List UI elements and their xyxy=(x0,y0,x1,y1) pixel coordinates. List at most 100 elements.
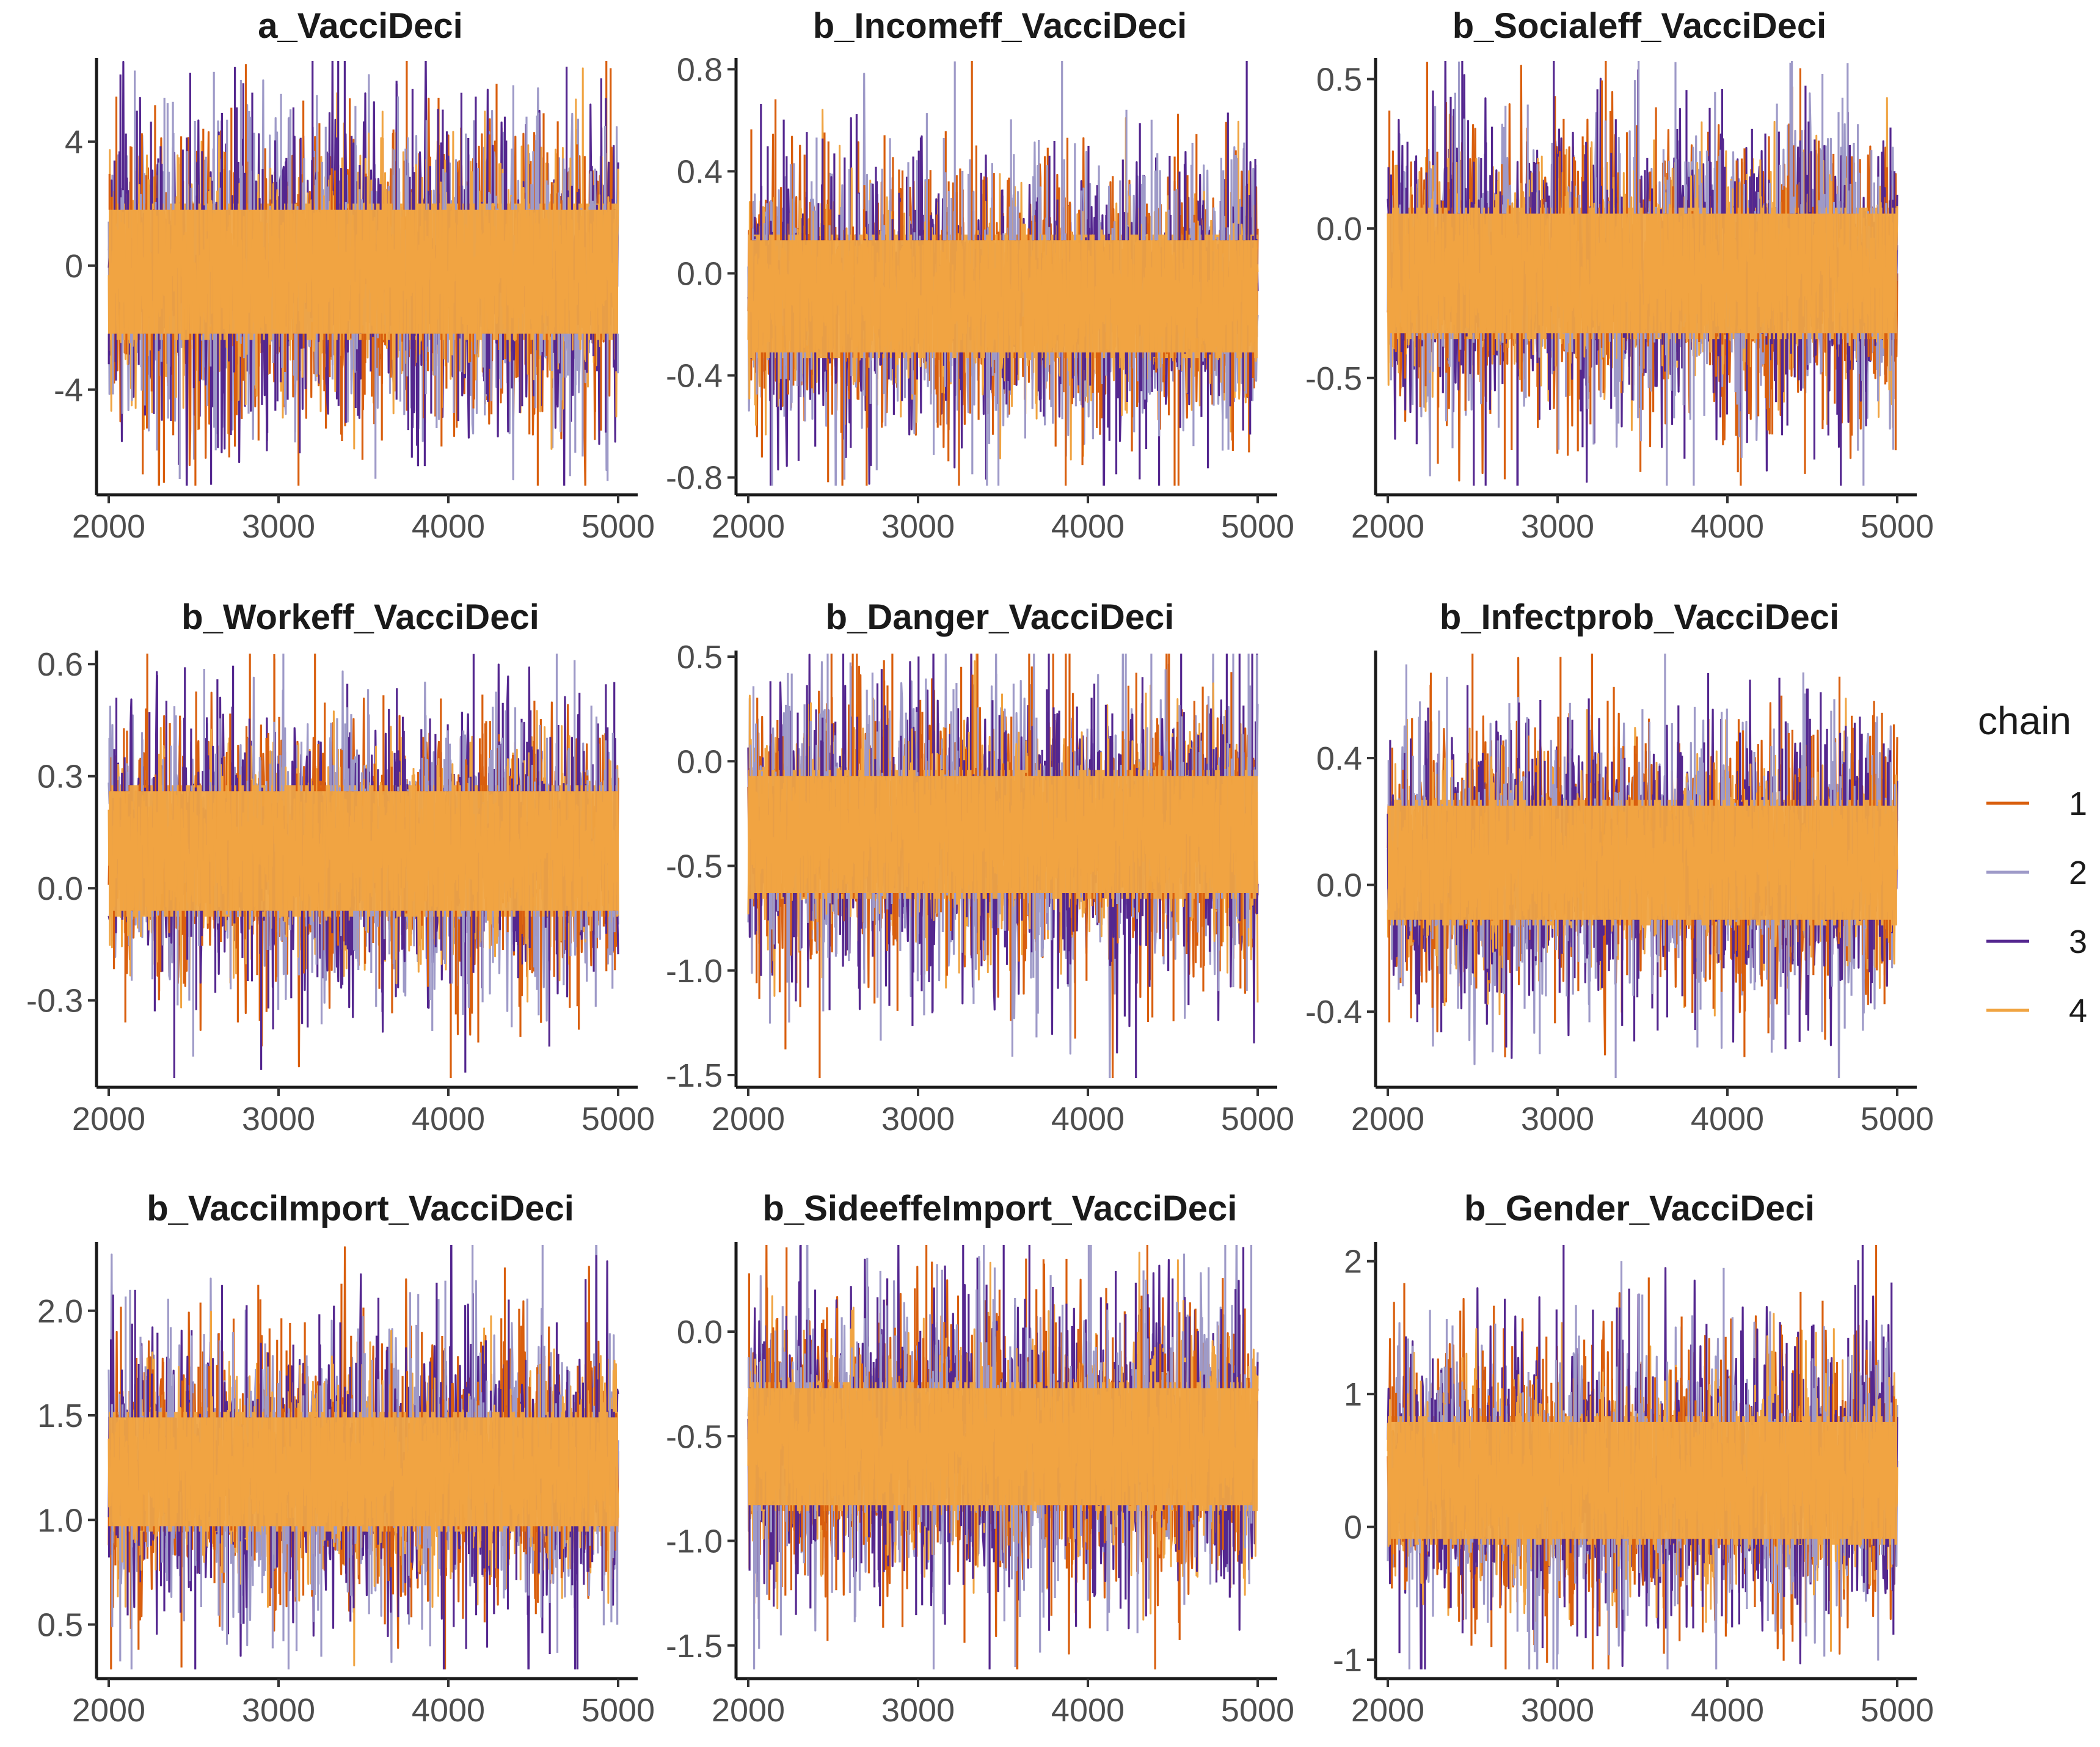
legend-title: chain xyxy=(1978,699,2071,743)
y-tick-label: 0.4 xyxy=(677,153,723,190)
panel-title: b_Socialeff_VacciDeci xyxy=(1453,6,1827,46)
chain-2-spikes xyxy=(108,654,619,1057)
panel-title: b_Infectprob_VacciDeci xyxy=(1440,597,1839,637)
x-tick-label: 2000 xyxy=(1351,508,1424,545)
x-tick-label: 4000 xyxy=(1051,508,1125,545)
y-tick-label: 0.0 xyxy=(677,256,723,293)
x-tick-label: 2000 xyxy=(712,1101,785,1137)
x-tick-label: 4000 xyxy=(412,1101,485,1137)
trace-lines xyxy=(1387,654,1898,1078)
trace-panel-7: b_VacciImport_VacciDeci 0.5 1.0 1.5 2.0 2000 3… xyxy=(37,1189,655,1729)
y-tick-label: 0.6 xyxy=(37,646,83,683)
trace-panel-9: b_Gender_VacciDeci -1 0 1 2 2000 3000 4000 5000 xyxy=(1333,1189,1934,1729)
x-tick-label: 5000 xyxy=(582,508,655,545)
x-tick-label: 5000 xyxy=(1221,1692,1294,1729)
y-tick-label: -0.3 xyxy=(26,983,83,1019)
chain-3-spikes xyxy=(1387,61,1896,486)
y-tick-label: 0.8 xyxy=(677,51,723,88)
y-tick-label: 0 xyxy=(65,248,83,285)
trace-panel-2: b_Incomeff_VacciDeci -0.8 -0.4 0.0 0.4 0.8 200… xyxy=(666,6,1294,545)
y-tick-label: -1 xyxy=(1333,1642,1362,1679)
y-tick-label: -1.0 xyxy=(666,953,723,990)
chain-2-spikes xyxy=(747,1245,1253,1669)
y-tick-label: -0.8 xyxy=(666,460,723,497)
trace-panel-8: b_SideeffeImport_VacciDeci -1.5 -1.0 -0.5 0.… xyxy=(666,1189,1294,1729)
x-tick-label: 2000 xyxy=(1351,1692,1424,1729)
trace-lines xyxy=(108,654,619,1078)
x-tick-label: 5000 xyxy=(1221,1101,1294,1137)
chain-2-spikes xyxy=(749,654,1258,1057)
y-tick-label: 0.5 xyxy=(677,639,723,676)
panel-title: b_Danger_VacciDeci xyxy=(826,597,1175,637)
panel-title: b_SideeffeImport_VacciDeci xyxy=(763,1189,1238,1228)
chain-2-spikes xyxy=(1398,1261,1894,1669)
y-tick-label: -0.5 xyxy=(1305,360,1362,397)
x-tick-label: 4000 xyxy=(412,1692,485,1729)
x-tick-label: 3000 xyxy=(242,1692,315,1729)
x-tick-label: 3000 xyxy=(1521,1101,1594,1137)
x-tick-label: 3000 xyxy=(881,1101,955,1137)
panel-title: b_Gender_VacciDeci xyxy=(1464,1189,1815,1228)
y-tick-label: -4 xyxy=(54,372,83,409)
panel-title: b_VacciImport_VacciDeci xyxy=(147,1189,574,1228)
x-tick-label: 5000 xyxy=(1221,508,1294,545)
trace-lines xyxy=(747,61,1259,486)
y-tick-label: 0.3 xyxy=(37,759,83,795)
x-tick-label: 3000 xyxy=(881,508,955,545)
x-tick-label: 2000 xyxy=(72,508,145,545)
x-tick-label: 5000 xyxy=(582,1101,655,1137)
chain-2-spikes xyxy=(1390,61,1895,486)
trace-lines xyxy=(1387,1245,1898,1669)
x-tick-label: 2000 xyxy=(72,1101,145,1137)
trace-lines xyxy=(1387,61,1898,486)
chain-3-spikes xyxy=(108,1255,615,1669)
chain-legend: chain 1 2 3 4 xyxy=(1978,699,2087,1029)
y-tick-label: -0.5 xyxy=(666,1418,723,1455)
panel-title: b_Workeff_VacciDeci xyxy=(181,597,539,637)
panel-title: b_Incomeff_VacciDeci xyxy=(813,6,1187,46)
chain-2-spikes xyxy=(111,1245,619,1669)
panel-title: a_VacciDeci xyxy=(258,6,462,46)
x-tick-label: 4000 xyxy=(1051,1101,1125,1137)
x-tick-label: 5000 xyxy=(1861,1692,1934,1729)
chain-overlap-band xyxy=(1388,207,1897,340)
y-tick-label: -0.4 xyxy=(666,358,723,395)
chain-overlap-band xyxy=(109,203,618,340)
chain-overlap-band xyxy=(748,770,1258,899)
x-tick-label: 2000 xyxy=(72,1692,145,1729)
trace-lines xyxy=(747,1245,1259,1669)
y-tick-label: 0.0 xyxy=(677,1314,723,1351)
x-tick-label: 4000 xyxy=(1691,1692,1764,1729)
trace-panel-4: b_Workeff_VacciDeci -0.3 0.0 0.3 0.6 2000 3000… xyxy=(26,597,655,1137)
y-tick-label: 1 xyxy=(1344,1376,1362,1413)
y-tick-label: -1.0 xyxy=(666,1523,723,1560)
y-tick-label: -0.5 xyxy=(666,848,723,885)
x-tick-label: 3000 xyxy=(1521,1692,1594,1729)
trace-lines xyxy=(747,654,1259,1078)
legend-label-chain-4: 4 xyxy=(2069,993,2087,1029)
y-tick-label: 0.0 xyxy=(37,870,83,907)
x-tick-label: 2000 xyxy=(712,508,785,545)
y-tick-label: 0.4 xyxy=(1316,740,1362,777)
y-tick-label: 1.5 xyxy=(37,1398,83,1434)
legend-label-chain-1: 1 xyxy=(2069,786,2087,822)
x-tick-label: 3000 xyxy=(242,508,315,545)
trace-panel-1: a_VacciDeci -4 0 4 2000 3000 4000 5000 xyxy=(54,6,655,545)
trace-panel-3: b_Socialeff_VacciDeci -0.5 0.0 0.5 2000 3000 4… xyxy=(1305,6,1934,545)
x-tick-label: 4000 xyxy=(1051,1692,1125,1729)
y-tick-label: 0.0 xyxy=(677,743,723,780)
y-tick-label: 1.0 xyxy=(37,1502,83,1539)
chain-overlap-band xyxy=(109,1412,618,1532)
legend-label-chain-2: 2 xyxy=(2069,855,2087,891)
y-tick-label: 0.0 xyxy=(1316,211,1362,247)
y-tick-label: 0.5 xyxy=(37,1607,83,1644)
x-tick-label: 3000 xyxy=(242,1101,315,1137)
trace-lines xyxy=(108,61,619,486)
x-tick-label: 5000 xyxy=(1861,1101,1934,1137)
y-tick-label: 2.0 xyxy=(37,1293,83,1330)
y-tick-label: 2 xyxy=(1344,1244,1362,1280)
x-tick-label: 4000 xyxy=(1691,508,1764,545)
trace-panel-6: b_Infectprob_VacciDeci -0.4 0.0 0.4 2000 3000… xyxy=(1305,597,1934,1137)
